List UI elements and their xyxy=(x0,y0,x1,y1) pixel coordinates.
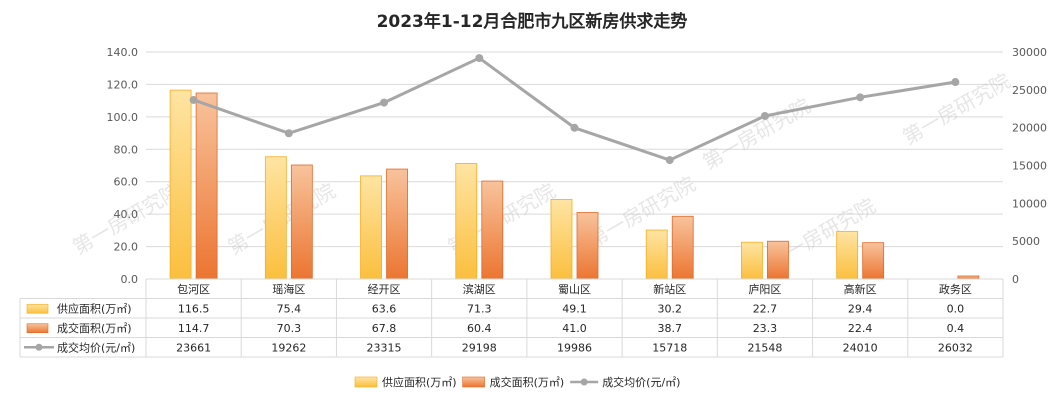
price-point xyxy=(951,78,960,87)
x-category-label: 庐阳区 xyxy=(748,282,781,296)
price-point xyxy=(665,156,674,165)
price-point xyxy=(284,129,293,138)
table-cell-value: 29.4 xyxy=(848,302,873,315)
y-right-tick-label: 25000 xyxy=(1012,84,1047,97)
y-right-tick-label: 0 xyxy=(1012,273,1019,286)
legend-label: 供应面积(万㎡) xyxy=(382,375,457,389)
legend-key xyxy=(462,376,485,388)
bar-supply xyxy=(264,156,287,280)
legend-key-dot xyxy=(580,378,588,386)
table-cell-value: 63.6 xyxy=(372,302,397,315)
table-series-name: 成交面积(万㎡) xyxy=(57,321,132,335)
price-point xyxy=(570,123,579,132)
table-cell-value: 67.8 xyxy=(372,322,397,335)
x-category-label: 蜀山区 xyxy=(558,283,591,296)
table-cell-value: 19262 xyxy=(271,341,306,354)
y-left-tick-label: 40.0 xyxy=(114,208,139,221)
price-point xyxy=(475,54,484,63)
y-left-tick-label: 140.0 xyxy=(107,46,139,59)
bar-supply xyxy=(836,230,859,280)
table-cell-value: 29198 xyxy=(462,341,497,354)
x-category-label: 滨湖区 xyxy=(463,282,496,296)
table-cell-value: 22.7 xyxy=(753,302,778,315)
x-category-label: 瑶海区 xyxy=(272,282,305,296)
y-left-tick-label: 20.0 xyxy=(114,241,139,254)
table-cell-value: 70.3 xyxy=(277,322,302,335)
legend-label: 成交面积(万㎡) xyxy=(490,375,565,389)
table-cell-value: 38.7 xyxy=(657,322,682,335)
y-left-tick-label: 0.0 xyxy=(121,273,139,286)
bar-deal xyxy=(290,164,313,280)
y-right-tick-label: 15000 xyxy=(1012,160,1047,173)
y-left-tick-label: 100.0 xyxy=(107,111,139,124)
table-cell-value: 114.7 xyxy=(178,322,210,335)
price-point xyxy=(856,93,865,102)
bar-supply xyxy=(645,229,668,280)
y-left-tick-label: 120.0 xyxy=(107,78,139,91)
x-category-label: 政务区 xyxy=(939,282,972,296)
table-cell-value: 15718 xyxy=(652,341,687,354)
x-category-label: 新站区 xyxy=(653,282,686,296)
table-cell-value: 116.5 xyxy=(178,302,210,315)
legend-label: 成交均价(元/㎡) xyxy=(602,375,680,389)
table-cell-value: 49.1 xyxy=(562,302,587,315)
bar-deal xyxy=(862,242,885,280)
table-series-name: 成交均价(元/㎡) xyxy=(57,340,135,354)
chart-title: 2023年1-12月合肥市九区新房供求走势 xyxy=(377,11,688,32)
table-cell-value: 71.3 xyxy=(467,302,492,315)
bar-supply xyxy=(550,198,573,280)
y-right-tick-label: 20000 xyxy=(1012,122,1047,135)
y-left-tick-label: 80.0 xyxy=(114,143,139,156)
y-right-tick-label: 10000 xyxy=(1012,197,1047,210)
table-series-name: 供应面积(万㎡) xyxy=(57,301,132,315)
table-cell-value: 26032 xyxy=(938,341,973,354)
table-series-key xyxy=(26,303,49,314)
x-category-label: 包河区 xyxy=(177,283,210,296)
bar-deal xyxy=(671,215,694,280)
y-right-tick-label: 30000 xyxy=(1012,46,1047,59)
table-cell-value: 24010 xyxy=(843,341,878,354)
x-category-label: 高新区 xyxy=(844,282,877,296)
price-point xyxy=(760,111,769,120)
table-cell-value: 21548 xyxy=(747,341,782,354)
table-cell-value: 23.3 xyxy=(753,322,778,335)
table-cell-value: 23661 xyxy=(176,341,211,354)
table-cell-value: 60.4 xyxy=(467,322,492,335)
table-cell-value: 19986 xyxy=(557,341,592,354)
bar-deal xyxy=(576,212,599,280)
table-cell-value: 0.4 xyxy=(947,322,965,335)
bar-supply xyxy=(741,241,763,280)
bar-deal xyxy=(195,92,218,280)
legend-key xyxy=(354,376,378,388)
table-cell-value: 75.4 xyxy=(277,302,302,315)
table-series-key-dot xyxy=(35,343,43,351)
table-series-key xyxy=(26,323,49,334)
bar-deal xyxy=(481,180,504,280)
y-left-tick-label: 60.0 xyxy=(114,176,139,189)
table-cell-value: 30.2 xyxy=(657,302,682,315)
bar-supply xyxy=(169,89,192,280)
watermark: 第一房研究院 xyxy=(699,94,815,175)
bar-supply xyxy=(455,162,478,280)
price-line xyxy=(193,56,956,162)
table-cell-value: 0.0 xyxy=(947,302,965,315)
table-cell-value: 22.4 xyxy=(848,322,873,335)
bar-deal xyxy=(386,168,408,280)
y-right-tick-label: 5000 xyxy=(1012,235,1040,248)
price-point xyxy=(189,95,198,104)
price-point xyxy=(380,98,389,107)
bar-deal xyxy=(767,240,789,280)
table-cell-value: 23315 xyxy=(367,341,402,354)
x-category-label: 经开区 xyxy=(368,283,401,296)
bar-supply xyxy=(360,175,382,280)
table-cell-value: 41.0 xyxy=(562,322,587,335)
